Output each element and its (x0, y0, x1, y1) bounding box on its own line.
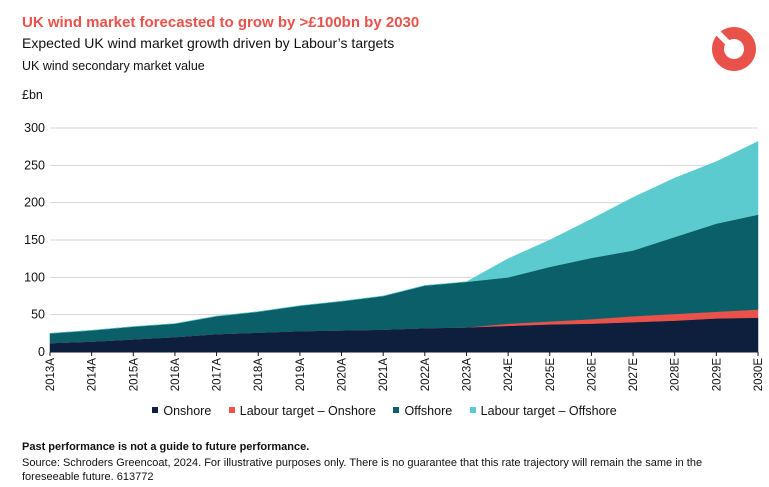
y-tick-layer: 0 50 100 150 200 250 300 (24, 121, 45, 359)
x-tick-label: 2017A (212, 358, 224, 392)
legend-swatch-offshore (393, 407, 400, 413)
y-tick-label: 100 (24, 270, 45, 284)
y-axis-label: £bn (22, 88, 43, 102)
x-tick-label: 2030E (753, 358, 765, 392)
x-tick-label: 2019A (295, 358, 307, 392)
x-tick-label: 2018A (253, 358, 265, 392)
x-tick-label: 2015A (128, 358, 140, 392)
x-tick-label: 2013A (45, 358, 57, 392)
x-tick-label: 2014A (87, 358, 99, 392)
x-tick-label: 2029E (711, 358, 723, 392)
legend-label-labour-offshore: Labour target – Offshore (480, 404, 617, 418)
legend-item-offshore: Offshore (393, 404, 452, 418)
x-tick-label: 2025E (545, 358, 557, 392)
y-tick-label: 200 (24, 196, 45, 210)
y-tick-label: 300 (24, 121, 45, 135)
series-label: UK wind secondary market value (22, 59, 205, 73)
source-note: Source: Schroders Greencoat, 2024. For i… (22, 457, 703, 483)
y-tick-label: 50 (31, 308, 45, 322)
x-tick-label: 2021A (378, 358, 390, 392)
x-tick-label: 2022A (420, 358, 432, 392)
area-labour_offshore (49, 141, 759, 334)
legend-swatch-labour-offshore (469, 407, 476, 413)
chart-title: UK wind market forecasted to grow by >£1… (22, 14, 420, 31)
area-layer (49, 141, 759, 353)
x-tick-label: 2028E (670, 358, 682, 392)
y-tick-label: 250 (24, 158, 45, 172)
legend-swatch-labour-onshore (228, 407, 235, 413)
x-tick-label: 2023A (461, 358, 473, 392)
x-tick-label: 2016A (170, 358, 182, 392)
legend-item-labour-onshore: Labour target – Onshore (228, 404, 376, 418)
x-tick-label: 2027E (628, 358, 640, 392)
performance-disclaimer: Past performance is not a guide to futur… (22, 441, 310, 453)
x-tick-label: 2020A (337, 358, 349, 392)
x-tick-layer: 2013A 2014A 2015A 2016A 2017A 2018A 2019A 2020A… (45, 352, 765, 391)
legend-item-labour-offshore: Labour target – Offshore (469, 404, 617, 418)
legend-item-onshore: Onshore (152, 404, 211, 418)
x-tick-label: 2024E (503, 358, 515, 392)
legend-label-offshore: Offshore (404, 404, 453, 418)
x-tick-label: 2026E (586, 358, 598, 392)
legend-label-labour-onshore: Labour target – Onshore (239, 404, 376, 418)
y-tick-label: 150 (24, 233, 45, 247)
legend-swatch-onshore (152, 407, 159, 413)
legend-label-onshore: Onshore (163, 404, 212, 418)
legend: Onshore Labour target – Onshore Offshore… (0, 404, 769, 418)
chart-subtitle: Expected UK wind market growth driven by… (22, 35, 395, 51)
y-tick-label: 0 (38, 345, 45, 359)
logo-cut (712, 27, 738, 53)
schroders-logo-icon (711, 27, 756, 71)
